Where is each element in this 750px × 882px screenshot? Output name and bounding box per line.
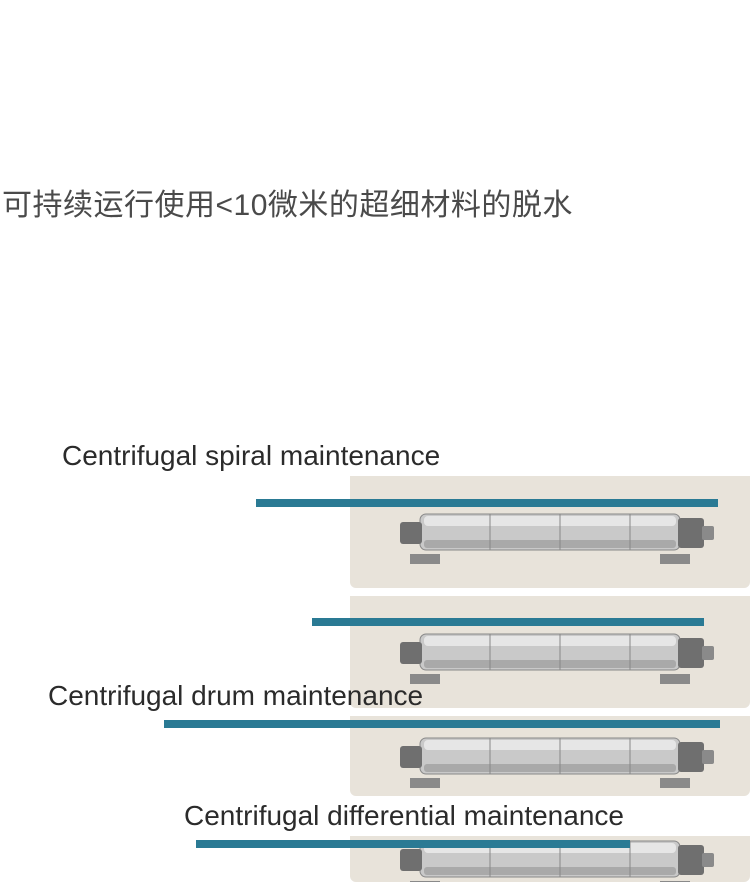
section-title-drum: Centrifugal drum maintenance — [48, 680, 423, 712]
section-underline-differential — [196, 840, 630, 848]
product-card-3 — [350, 716, 750, 796]
section-underline-spiral — [256, 499, 718, 507]
product-card-1 — [350, 476, 750, 588]
section-underline-2 — [312, 618, 704, 626]
centrifuge-machine-icon — [380, 716, 720, 796]
page-heading: 可持续运行使用<10微米的超细材料的脱水 — [2, 180, 573, 224]
section-underline-drum — [164, 720, 720, 728]
section-title-differential: Centrifugal differential maintenance — [184, 800, 624, 832]
section-title-spiral: Centrifugal spiral maintenance — [62, 440, 440, 472]
